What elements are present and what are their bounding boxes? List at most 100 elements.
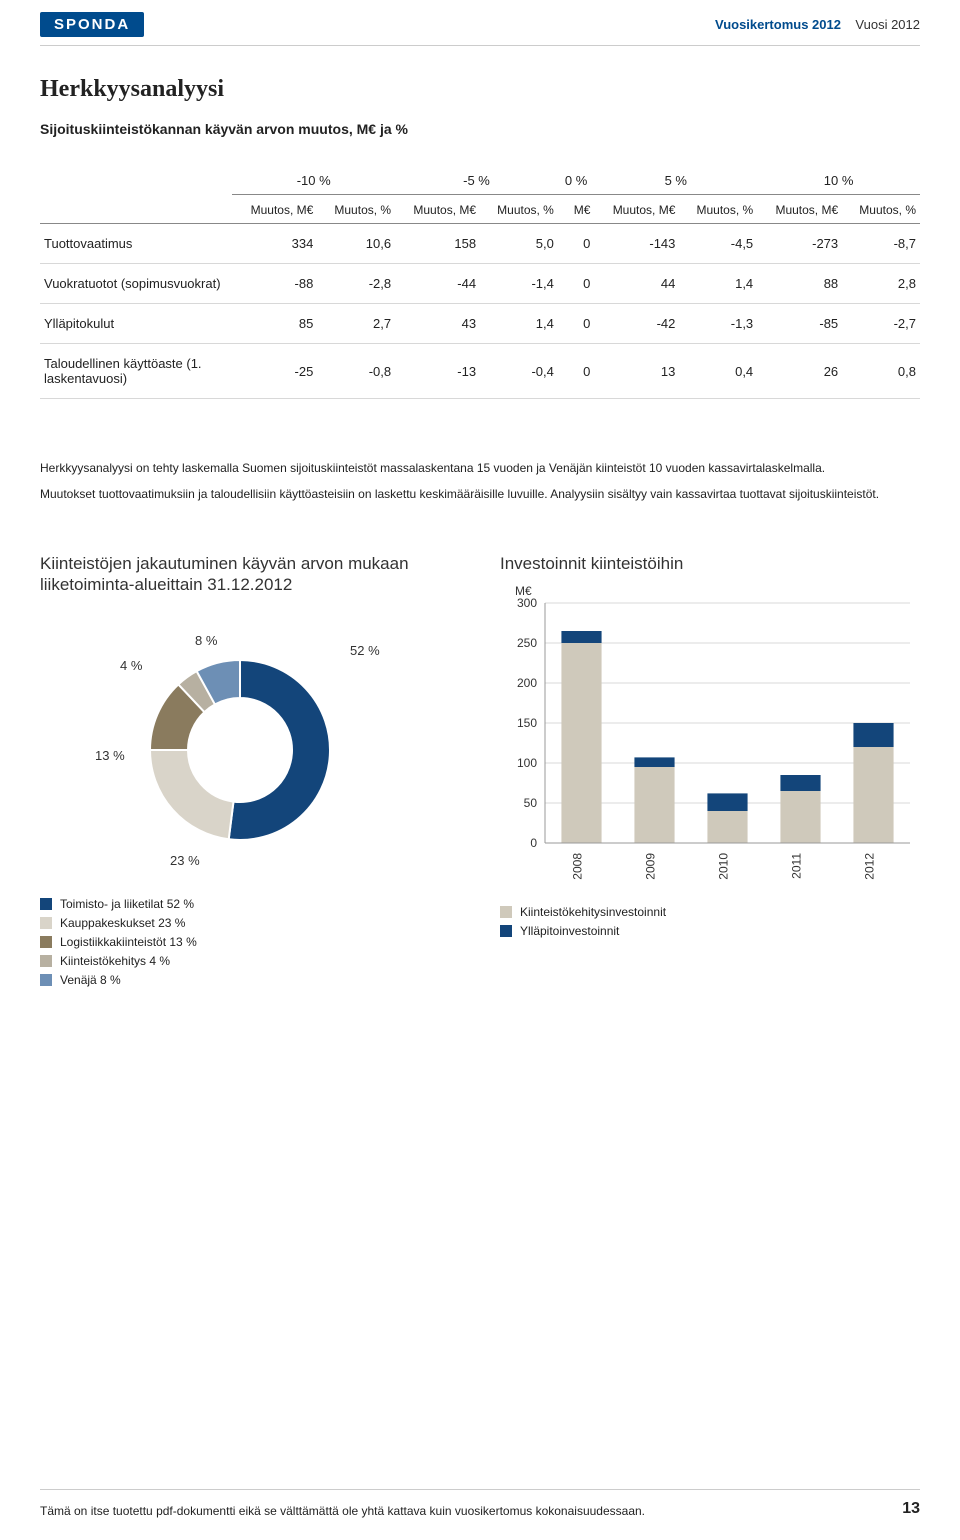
bar-segment xyxy=(707,794,747,812)
legend-label: Logistiikkakiinteistöt 13 % xyxy=(60,935,197,949)
legend-swatch xyxy=(500,906,512,918)
page-footer: Tämä on itse tuotettu pdf-dokumentti eik… xyxy=(40,1489,920,1518)
table-cell: -8,7 xyxy=(842,224,920,264)
table-cell: -1,3 xyxy=(679,304,757,344)
paragraph-1: Herkkyysanalyysi on tehty laskemalla Suo… xyxy=(40,459,920,477)
donut-chart-box: Kiinteistöjen jakautuminen käyvän arvon … xyxy=(40,553,460,992)
legend-item: Kiinteistökehitys 4 % xyxy=(40,954,460,968)
legend-label: Toimisto- ja liiketilat 52 % xyxy=(60,897,194,911)
subhead: Muutos, % xyxy=(679,195,757,224)
table-cell: -1,4 xyxy=(480,264,558,304)
table-group-header-row: -10 % -5 % 0 % 5 % 10 % xyxy=(40,167,920,195)
header-right: Vuosikertomus 2012 Vuosi 2012 xyxy=(715,17,920,32)
table-cell: 334 xyxy=(232,224,317,264)
paragraph-2: Muutokset tuottovaatimuksiin ja taloudel… xyxy=(40,485,920,503)
table-cell: -0,4 xyxy=(480,344,558,399)
bar-chart-box: Investoinnit kiinteistöihin M€0501001502… xyxy=(500,553,920,992)
main-content: Herkkyysanalyysi Sijoituskiinteistökanna… xyxy=(0,46,960,992)
legend-label: Ylläpitoinvestoinnit xyxy=(520,924,619,938)
table-cell: 0 xyxy=(558,264,595,304)
section-title: Herkkyysanalyysi xyxy=(40,76,920,103)
table-cell: -2,8 xyxy=(317,264,395,304)
legend-item: Kiinteistökehitysinvestoinnit xyxy=(500,905,920,919)
donut-slice-label: 4 % xyxy=(120,658,143,673)
legend-label: Kauppakeskukset 23 % xyxy=(60,916,185,930)
y-tick-label: 0 xyxy=(530,836,537,850)
bar-segment xyxy=(634,767,674,843)
bar-segment xyxy=(707,811,747,843)
legend-swatch xyxy=(40,955,52,967)
bar-legend: Kiinteistökehitysinvestoinnit Ylläpitoinv… xyxy=(500,905,920,938)
table-row: Ylläpitokulut852,7431,40-42-1,3-85-2,7 xyxy=(40,304,920,344)
table-row: Vuokratuotot (sopimusvuokrat)-88-2,8-44-… xyxy=(40,264,920,304)
legend-item: Kauppakeskukset 23 % xyxy=(40,916,460,930)
table-cell: 2,7 xyxy=(317,304,395,344)
donut-slice-label: 23 % xyxy=(170,853,200,868)
subhead: Muutos, M€ xyxy=(594,195,679,224)
table-cell: 13 xyxy=(594,344,679,399)
col-group-3: 5 % xyxy=(594,167,757,195)
row-label: Ylläpitokulut xyxy=(40,304,232,344)
header-year: Vuosi 2012 xyxy=(855,17,920,32)
legend-label: Kiinteistökehitysinvestoinnit xyxy=(520,905,666,919)
legend-swatch xyxy=(40,936,52,948)
donut-slice-label: 13 % xyxy=(95,748,125,763)
y-tick-label: 200 xyxy=(517,676,537,690)
row-label: Taloudellinen käyttöaste (1. laskentavuo… xyxy=(40,344,232,399)
col-group-0: -10 % xyxy=(232,167,395,195)
table-cell: 0 xyxy=(558,344,595,399)
row-label: Tuottovaatimus xyxy=(40,224,232,264)
legend-swatch xyxy=(40,898,52,910)
donut-chart: 52 % 23 % 13 % 4 % 8 % xyxy=(40,600,460,880)
table-cell: -2,7 xyxy=(842,304,920,344)
subhead: Muutos, M€ xyxy=(757,195,842,224)
x-tick-label: 2010 xyxy=(717,853,731,880)
donut-legend: Toimisto- ja liiketilat 52 % Kauppakeskuk… xyxy=(40,897,460,987)
x-tick-label: 2009 xyxy=(644,853,658,880)
table-cell: -85 xyxy=(757,304,842,344)
legend-swatch xyxy=(40,917,52,929)
legend-label: Kiinteistökehitys 4 % xyxy=(60,954,170,968)
table-cell: 158 xyxy=(395,224,480,264)
sensitivity-table: -10 % -5 % 0 % 5 % 10 % Muutos, M€ Muuto… xyxy=(40,167,920,399)
legend-item: Toimisto- ja liiketilat 52 % xyxy=(40,897,460,911)
table-cell: -88 xyxy=(232,264,317,304)
bar-segment xyxy=(853,723,893,747)
table-cell: 1,4 xyxy=(679,264,757,304)
donut-slice-label: 52 % xyxy=(350,643,380,658)
table-cell: -42 xyxy=(594,304,679,344)
page-number: 13 xyxy=(902,1500,920,1518)
table-cell: 5,0 xyxy=(480,224,558,264)
subhead: Muutos, % xyxy=(842,195,920,224)
y-tick-label: 150 xyxy=(517,716,537,730)
bar-chart-title: Investoinnit kiinteistöihin xyxy=(500,553,920,574)
table-cell: -4,5 xyxy=(679,224,757,264)
table-cell: -143 xyxy=(594,224,679,264)
y-tick-label: 50 xyxy=(524,796,538,810)
y-tick-label: 300 xyxy=(517,596,537,610)
page-header: SPONDA Vuosikertomus 2012 Vuosi 2012 xyxy=(0,0,960,45)
bar-segment xyxy=(634,758,674,768)
table-cell: 0 xyxy=(558,304,595,344)
table-cell: 0 xyxy=(558,224,595,264)
table-subtitle: Sijoituskiinteistökannan käyvän arvon mu… xyxy=(40,121,920,137)
col-group-4: 10 % xyxy=(757,167,920,195)
x-tick-label: 2011 xyxy=(790,853,804,879)
donut-slice-label: 8 % xyxy=(195,633,218,648)
legend-item: Ylläpitoinvestoinnit xyxy=(500,924,920,938)
table-cell: 10,6 xyxy=(317,224,395,264)
legend-item: Logistiikkakiinteistöt 13 % xyxy=(40,935,460,949)
footer-text: Tämä on itse tuotettu pdf-dokumentti eik… xyxy=(40,1504,645,1518)
logo: SPONDA xyxy=(40,12,144,37)
donut-slice xyxy=(229,660,330,840)
table-cell: 0,8 xyxy=(842,344,920,399)
table-cell: -44 xyxy=(395,264,480,304)
subhead: Muutos, M€ xyxy=(232,195,317,224)
legend-swatch xyxy=(40,974,52,986)
bar-segment xyxy=(561,643,601,843)
table-cell: -0,8 xyxy=(317,344,395,399)
donut-chart-title: Kiinteistöjen jakautuminen käyvän arvon … xyxy=(40,553,460,596)
table-cell: 44 xyxy=(594,264,679,304)
subhead: Muutos, % xyxy=(480,195,558,224)
charts-row: Kiinteistöjen jakautuminen käyvän arvon … xyxy=(40,553,920,992)
